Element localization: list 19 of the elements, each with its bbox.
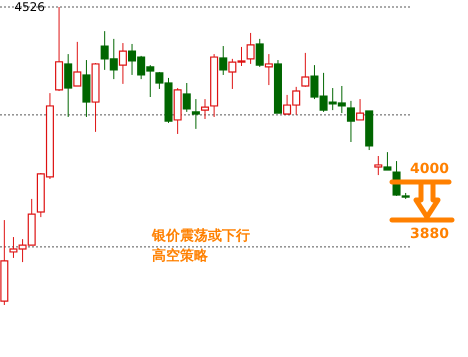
annotation: 银价震荡或下行 [152,228,250,244]
candlestick [256,38,264,68]
candlestick [356,98,364,121]
annotation: 3880 [410,226,449,242]
candlestick [301,52,310,88]
candlestick [118,42,127,84]
candlestick [264,54,273,86]
annotation: 高空策略 [152,248,208,264]
candlestick [374,156,382,176]
candlestick [219,46,228,76]
candlestick [73,41,82,87]
annotation: 4526 [14,0,45,14]
candlestick [192,98,200,130]
candlestick [383,152,392,171]
candlestick [200,98,210,120]
candlestick [346,100,355,142]
candlestick [246,32,255,64]
annotation: 4000 [410,161,449,177]
candlestick [182,82,191,112]
